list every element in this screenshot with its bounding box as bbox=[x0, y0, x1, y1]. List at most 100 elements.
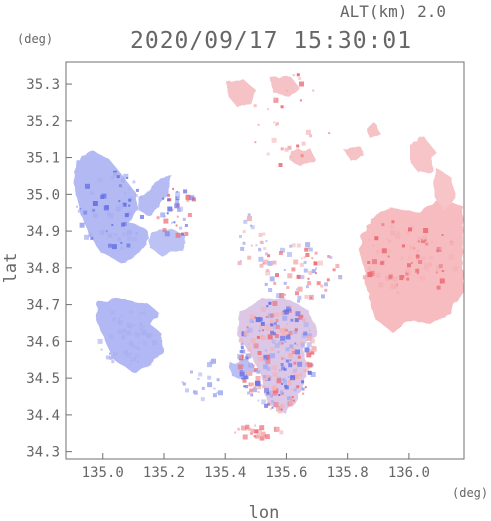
echo-speckle bbox=[367, 272, 373, 278]
echo-region-east-north bbox=[410, 136, 434, 174]
echo-speckle bbox=[283, 281, 287, 285]
echo-speckle bbox=[101, 193, 107, 199]
echo-speckle bbox=[241, 354, 244, 357]
echo-speckle bbox=[164, 231, 170, 237]
echo-speckle bbox=[122, 328, 126, 333]
echo-speckle bbox=[324, 288, 328, 292]
echo-speckle bbox=[280, 147, 284, 151]
echo-speckle bbox=[284, 341, 287, 343]
echo-speckle bbox=[276, 324, 280, 329]
echo-speckle bbox=[294, 374, 299, 379]
echo-speckle bbox=[79, 222, 85, 228]
echo-speckle bbox=[276, 293, 282, 299]
echo-region-north1 bbox=[228, 80, 256, 106]
echo-speckle bbox=[441, 270, 444, 273]
echo-speckle bbox=[152, 340, 158, 346]
echo-speckle bbox=[182, 382, 186, 386]
echo-speckle bbox=[270, 353, 275, 359]
echo-speckle bbox=[274, 343, 280, 348]
echo-speckle bbox=[298, 314, 304, 320]
echo-speckle bbox=[295, 385, 299, 389]
echo-speckle bbox=[107, 233, 113, 239]
echo-speckle bbox=[88, 232, 93, 237]
echo-region-central bbox=[238, 298, 316, 412]
echo-speckle bbox=[85, 183, 90, 189]
echo-speckle bbox=[284, 147, 289, 152]
echo-speckle bbox=[125, 213, 129, 217]
echo-speckle bbox=[273, 281, 277, 285]
echo-speckle bbox=[267, 260, 273, 266]
echo-speckle bbox=[121, 222, 126, 227]
echo-speckle bbox=[376, 250, 380, 254]
echo-speckle bbox=[241, 425, 247, 431]
echo-speckle bbox=[247, 352, 251, 356]
echo-speckle bbox=[186, 194, 189, 197]
echo-speckle bbox=[278, 369, 281, 372]
echo-speckle bbox=[242, 434, 248, 440]
echo-speckle bbox=[294, 342, 297, 345]
echo-speckle bbox=[288, 379, 292, 383]
echo-speckle bbox=[129, 356, 132, 359]
echo-speckle bbox=[307, 281, 312, 286]
echo-speckle bbox=[245, 386, 248, 389]
x-tick-label: 136.0 bbox=[388, 465, 430, 481]
echo-speckle bbox=[257, 123, 260, 126]
echo-speckle bbox=[269, 276, 275, 282]
echo-speckle bbox=[162, 197, 165, 200]
echo-speckle bbox=[375, 272, 381, 278]
echo-speckle bbox=[246, 357, 249, 360]
y-tick-label: 35.2 bbox=[26, 114, 60, 130]
echo-speckle bbox=[303, 260, 307, 264]
echo-speckle bbox=[185, 388, 189, 393]
echo-speckle bbox=[247, 391, 250, 395]
echo-speckle bbox=[277, 351, 280, 354]
echo-speckle bbox=[300, 257, 303, 260]
echo-speckle bbox=[368, 239, 371, 241]
echo-speckle bbox=[289, 397, 294, 402]
echo-speckle bbox=[407, 263, 411, 268]
echo-speckle bbox=[149, 333, 153, 337]
echo-speckle bbox=[182, 217, 186, 221]
echo-speckle bbox=[250, 244, 253, 247]
echo-speckle bbox=[299, 373, 303, 377]
echo-speckle bbox=[146, 333, 152, 339]
echo-speckle bbox=[265, 315, 268, 318]
echo-speckle bbox=[324, 282, 328, 287]
echo-speckle bbox=[250, 338, 256, 344]
echo-speckle bbox=[296, 243, 301, 248]
echo-speckle bbox=[296, 144, 300, 148]
echo-speckle bbox=[245, 424, 250, 429]
echo-speckle bbox=[244, 375, 248, 378]
echo-speckle bbox=[289, 156, 292, 159]
echo-region-north4 bbox=[344, 146, 364, 160]
echo-speckle bbox=[271, 339, 276, 344]
echo-speckle bbox=[408, 255, 412, 260]
echo-speckle bbox=[259, 240, 263, 244]
echo-speckle bbox=[251, 382, 255, 386]
echo-speckle bbox=[140, 215, 144, 219]
y-tick-label: 34.3 bbox=[26, 445, 60, 461]
echo-speckle bbox=[258, 247, 262, 251]
echo-speckle bbox=[250, 225, 255, 230]
echo-speckle bbox=[266, 305, 269, 308]
echo-speckle bbox=[329, 255, 333, 259]
echo-speckle bbox=[300, 154, 304, 158]
echo-speckle bbox=[402, 244, 405, 248]
echo-speckle bbox=[93, 212, 99, 218]
echo-speckle bbox=[237, 261, 242, 266]
echo-speckle bbox=[197, 377, 200, 380]
echo-speckle bbox=[100, 348, 103, 351]
echo-speckle bbox=[381, 223, 385, 227]
echo-speckle bbox=[380, 261, 383, 265]
echo-speckle bbox=[109, 352, 111, 355]
echo-speckle bbox=[176, 196, 180, 200]
echo-speckle bbox=[272, 260, 277, 265]
echo-speckle bbox=[295, 311, 301, 317]
echo-speckle bbox=[263, 259, 269, 265]
echo-speckle bbox=[84, 234, 90, 240]
echo-speckle bbox=[318, 260, 323, 266]
echo-speckle bbox=[258, 256, 264, 262]
echo-speckle bbox=[171, 221, 173, 224]
echo-speckle bbox=[240, 346, 244, 349]
echo-speckle bbox=[267, 374, 270, 378]
